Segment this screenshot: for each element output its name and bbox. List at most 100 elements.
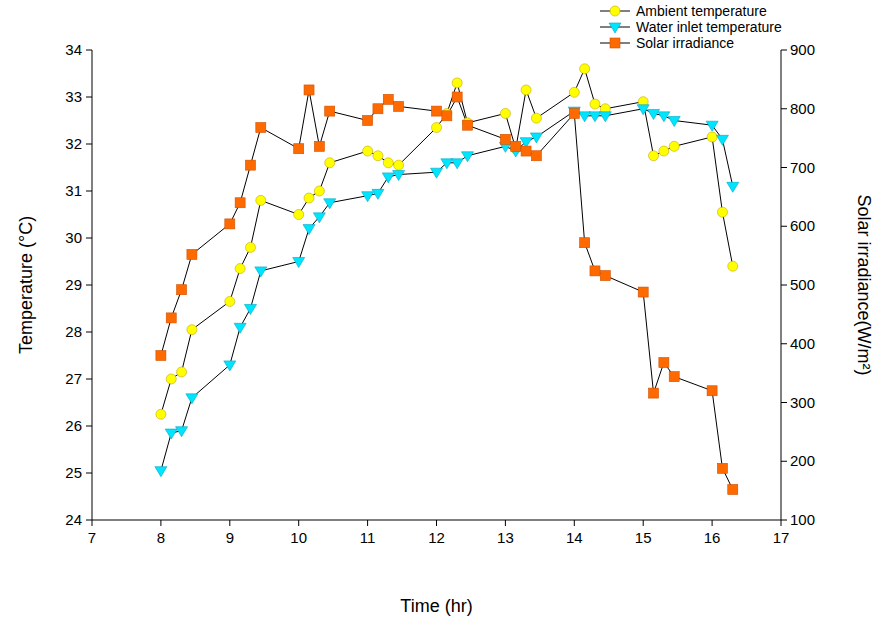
data-point <box>373 104 383 114</box>
data-point <box>579 112 591 122</box>
y2-tick <box>781 343 787 344</box>
data-point <box>324 199 336 209</box>
data-point <box>255 267 267 277</box>
data-point <box>372 189 384 199</box>
plot-area <box>155 64 739 495</box>
data-point <box>362 192 374 202</box>
x-tick-label: 7 <box>88 529 96 546</box>
x-tick <box>367 520 368 526</box>
data-point <box>530 133 542 143</box>
y-tick-label: 28 <box>65 323 82 340</box>
y-tick <box>86 144 92 145</box>
y-tick-label: 33 <box>65 88 82 105</box>
y2-tick-label: 500 <box>790 276 815 293</box>
data-point <box>669 141 679 151</box>
legend-marker <box>610 6 620 16</box>
data-point <box>716 135 728 145</box>
data-point <box>441 159 453 169</box>
data-point <box>432 106 442 116</box>
y2-tick <box>781 108 787 109</box>
data-point <box>500 134 510 144</box>
y-tick <box>86 473 92 474</box>
y-tick-label: 25 <box>65 464 82 481</box>
data-point <box>452 92 462 102</box>
legend-label: Solar irradiance <box>636 35 734 51</box>
y2-tick-label: 700 <box>790 159 815 176</box>
y2-tick <box>781 50 787 51</box>
data-point <box>580 64 590 74</box>
data-point <box>166 374 176 384</box>
data-point <box>256 195 266 205</box>
data-point <box>373 151 383 161</box>
data-point <box>569 108 579 118</box>
data-point <box>304 85 314 95</box>
data-point <box>580 238 590 248</box>
legend: Ambient temperatureWater inlet temperatu… <box>600 3 782 51</box>
y2-tick-label: 400 <box>790 335 815 352</box>
data-point <box>569 87 579 97</box>
data-point <box>235 264 245 274</box>
y2-tick-label: 200 <box>790 452 815 469</box>
y-tick <box>86 191 92 192</box>
data-point <box>294 144 304 154</box>
data-point <box>669 372 679 382</box>
y-tick <box>86 285 92 286</box>
y-tick-label: 29 <box>65 276 82 293</box>
y-tick-label: 26 <box>65 417 82 434</box>
data-point <box>177 367 187 377</box>
series-line <box>161 69 733 414</box>
y-tick-label: 31 <box>65 182 82 199</box>
data-point <box>638 287 648 297</box>
data-point <box>245 160 255 170</box>
data-point <box>531 151 541 161</box>
y2-tick <box>781 167 787 168</box>
y-tick <box>86 332 92 333</box>
y-tick-label: 32 <box>65 135 82 152</box>
data-point <box>383 94 393 104</box>
y2-tick <box>781 285 787 286</box>
y2-tick-label: 100 <box>790 511 815 528</box>
data-point <box>325 106 335 116</box>
data-point <box>589 112 601 122</box>
x-tick-label: 11 <box>360 529 376 546</box>
chart: 7891011121314151617242526272829303132333… <box>0 0 876 625</box>
data-point <box>363 146 373 156</box>
data-point <box>431 168 443 178</box>
data-point <box>394 101 404 111</box>
y-tick <box>86 426 92 427</box>
data-point <box>649 151 659 161</box>
data-point <box>393 171 405 181</box>
data-point <box>244 305 256 315</box>
data-point <box>155 467 167 477</box>
data-point <box>225 219 235 229</box>
y2-tick <box>781 226 787 227</box>
y-tick <box>86 238 92 239</box>
x-tick-label: 17 <box>773 529 790 546</box>
data-point <box>659 146 669 156</box>
data-point <box>511 141 521 151</box>
x-tick-label: 16 <box>704 529 721 546</box>
data-point <box>294 210 304 220</box>
data-point <box>728 261 738 271</box>
legend-marker <box>610 38 620 48</box>
data-point <box>727 182 739 192</box>
data-point <box>187 325 197 335</box>
y2-axis-title: Solar irradiance(W/m²) <box>854 194 874 375</box>
x-axis-title: Time (hr) <box>400 596 472 616</box>
series-line <box>161 90 733 490</box>
x-tick-label: 14 <box>566 529 583 546</box>
data-point <box>707 386 717 396</box>
data-point <box>234 323 246 333</box>
data-point <box>659 358 669 368</box>
data-point <box>156 351 166 361</box>
data-point <box>156 409 166 419</box>
data-point <box>668 117 680 127</box>
y2-tick-label: 600 <box>790 217 815 234</box>
x-tick <box>229 520 230 526</box>
data-point <box>245 242 255 252</box>
data-point <box>500 108 510 118</box>
data-point <box>177 285 187 295</box>
x-tick-label: 15 <box>635 529 652 546</box>
data-point <box>590 99 600 109</box>
x-tick-label: 13 <box>497 529 514 546</box>
